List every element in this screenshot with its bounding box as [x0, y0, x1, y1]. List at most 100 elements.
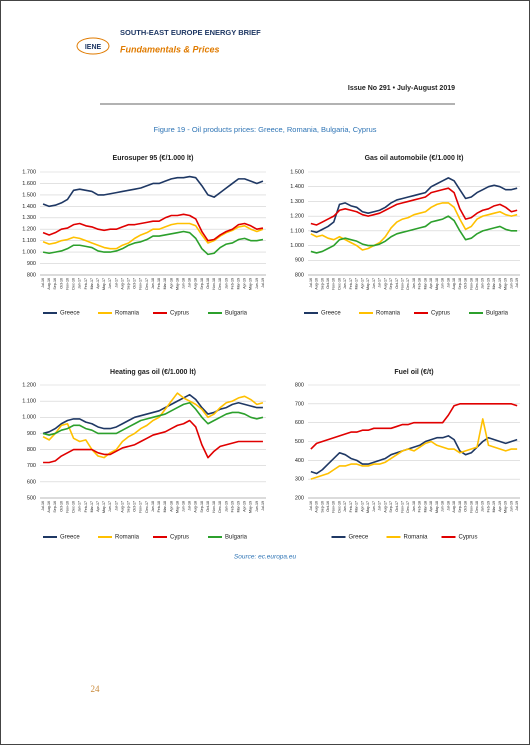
x-tick-label: Mar-18 — [423, 278, 427, 289]
y-tick-label: 900 — [295, 258, 304, 264]
chart-title: Eurosuper 95 (€/1.000 lt) — [113, 155, 194, 162]
legend-label: Greece — [349, 535, 369, 541]
x-tick-label: Feb-17 — [349, 278, 353, 289]
logo-ring — [76, 37, 110, 55]
series-line — [42, 213, 264, 242]
x-tick-label: Jul-17 — [378, 501, 382, 511]
x-tick-label: Nov-18 — [212, 501, 216, 513]
x-tick-label: Sep-16 — [320, 278, 324, 290]
x-tick-label: Feb-19 — [486, 501, 490, 512]
x-tick-label: Mar-18 — [423, 501, 427, 512]
x-tick-label: Jul-17 — [378, 278, 382, 288]
x-tick-label: Apr-17 — [360, 501, 364, 512]
x-tick-label: Oct-16 — [59, 278, 63, 289]
y-tick-label: 800 — [27, 272, 36, 278]
x-tick-label: May-19 — [504, 501, 508, 513]
x-tick-label: Jul-17 — [114, 501, 118, 511]
x-tick-label: Apr-19 — [243, 278, 247, 289]
legend-label: Romania — [404, 535, 429, 541]
x-tick-label: Mar-19 — [236, 278, 240, 289]
x-tick-label: Jun-18 — [181, 278, 185, 289]
x-tick-label: Apr-19 — [498, 278, 502, 289]
x-tick-label: Apr-18 — [429, 501, 433, 512]
x-tick-label: May-18 — [175, 278, 179, 290]
x-tick-label: Dec-16 — [337, 278, 341, 290]
x-tick-label: Sep-17 — [389, 501, 393, 513]
x-tick-label: Aug-16 — [315, 278, 319, 290]
y-tick-label: 200 — [295, 495, 304, 501]
x-tick-label: Aug-16 — [315, 501, 319, 513]
x-tick-label: Mar-18 — [163, 501, 167, 512]
series-line — [310, 202, 518, 251]
x-tick-label: Feb-18 — [418, 278, 422, 289]
x-tick-label: Feb-18 — [157, 278, 161, 289]
x-tick-label: Aug-18 — [452, 501, 456, 513]
y-tick-label: 600 — [27, 479, 36, 485]
x-tick-label: Feb-18 — [157, 501, 161, 512]
series-line — [42, 401, 264, 436]
x-tick-label: Jan-17 — [78, 501, 82, 512]
y-tick-label: 500 — [295, 439, 304, 445]
page-number: 24 — [91, 684, 101, 694]
series-line — [42, 393, 263, 435]
series-line — [42, 175, 264, 208]
x-tick-label: Feb-19 — [230, 278, 234, 289]
x-tick-label: Oct-17 — [395, 501, 399, 512]
x-tick-label: Nov-17 — [139, 278, 143, 290]
x-tick-label: Jul-16 — [41, 278, 45, 288]
x-tick-label: Dec-16 — [72, 278, 76, 290]
x-tick-label: Apr-18 — [169, 278, 173, 289]
x-tick-label: Dec-18 — [475, 278, 479, 290]
x-tick-label: Jul-19 — [515, 278, 519, 288]
x-tick-label: Oct-18 — [464, 278, 468, 289]
issue: Issue No 291 • July-August 2019 — [348, 85, 455, 92]
x-tick-label: Dec-18 — [218, 278, 222, 290]
x-tick-label: Nov-16 — [65, 501, 69, 513]
x-tick-label: Apr-17 — [96, 501, 100, 512]
x-tick-label: Jun-18 — [441, 278, 445, 289]
chart-title: Fuel oil (€/t) — [394, 369, 433, 376]
x-tick-label: Feb-19 — [230, 501, 234, 512]
y-tick-label: 800 — [295, 272, 304, 278]
y-tick-label: 300 — [295, 477, 304, 483]
y-tick-label: 900 — [27, 431, 36, 437]
x-tick-label: Oct-16 — [59, 501, 63, 512]
x-tick-label: Nov-18 — [212, 278, 216, 290]
x-tick-label: Mar-17 — [90, 501, 94, 512]
series-line — [310, 215, 518, 254]
x-tick-label: Sep-18 — [200, 501, 204, 513]
x-tick-label: Sep-18 — [200, 278, 204, 290]
x-tick-label: Sep-17 — [127, 278, 131, 290]
x-tick-label: Dec-16 — [337, 501, 341, 513]
y-tick-label: 1.300 — [290, 199, 304, 205]
legend-label: Cyprus — [431, 311, 450, 317]
legend-label: Greece — [60, 535, 80, 541]
x-tick-label: Aug-16 — [47, 278, 51, 290]
x-tick-label: Feb-18 — [418, 501, 422, 512]
x-tick-label: Oct-17 — [133, 278, 137, 289]
x-tick-label: Jul-17 — [114, 278, 118, 288]
y-tick-label: 1.700 — [22, 169, 36, 175]
y-tick-label: 1.000 — [22, 250, 36, 256]
x-tick-label: Apr-19 — [243, 501, 247, 512]
x-tick-label: Nov-18 — [469, 278, 473, 290]
x-tick-label: Jan-19 — [481, 278, 485, 289]
x-tick-label: Feb-17 — [84, 278, 88, 289]
x-tick-label: May-17 — [366, 278, 370, 290]
x-tick-label: Feb-19 — [486, 278, 490, 289]
x-tick-label: Dec-18 — [218, 501, 222, 513]
x-tick-label: Jan-17 — [78, 278, 82, 289]
x-tick-label: Mar-17 — [90, 278, 94, 289]
x-tick-label: Sep-17 — [389, 278, 393, 290]
x-tick-label: Apr-18 — [429, 278, 433, 289]
y-tick-label: 1.400 — [22, 204, 36, 210]
x-tick-label: Jan-19 — [224, 278, 228, 289]
x-tick-label: Sep-16 — [53, 278, 57, 290]
legend-label: Greece — [321, 311, 341, 317]
x-tick-label: May-19 — [249, 501, 253, 513]
y-tick-label: 500 — [27, 495, 36, 501]
x-tick-label: May-18 — [435, 501, 439, 513]
x-tick-label: Jul-16 — [309, 278, 313, 288]
